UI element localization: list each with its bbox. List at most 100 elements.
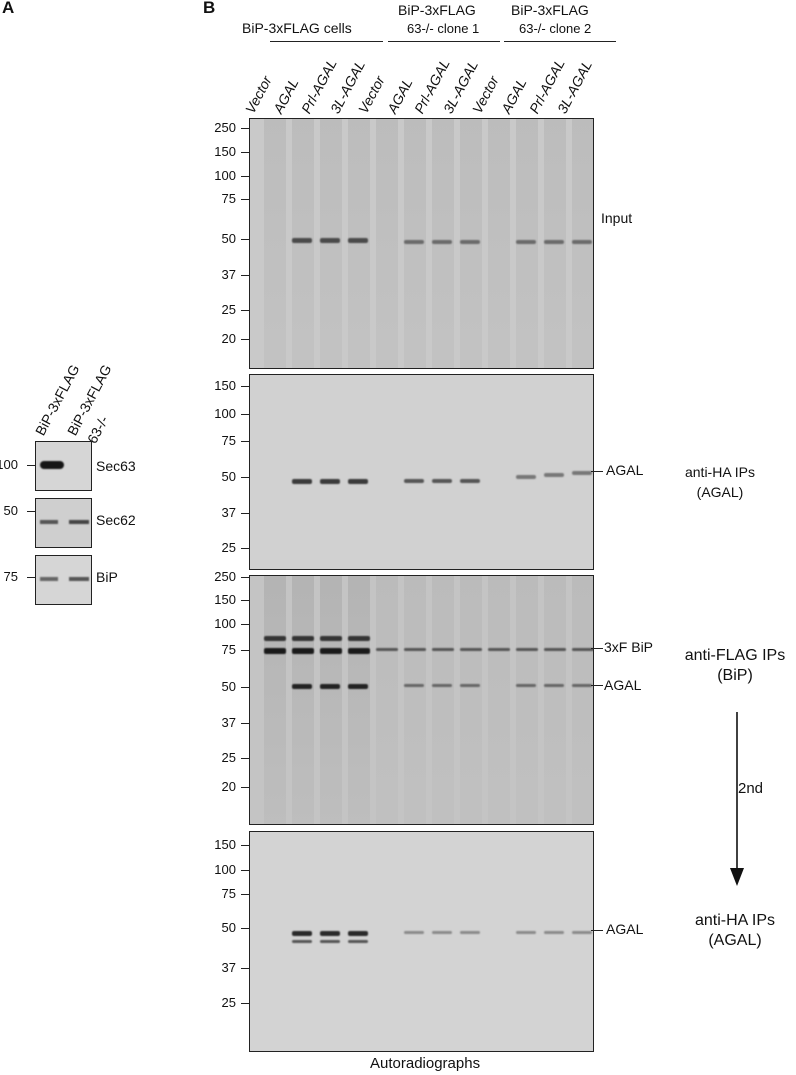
group-2-underline bbox=[388, 41, 500, 42]
gel-2-tick-25 bbox=[241, 548, 250, 549]
gel-4-tick-150 bbox=[241, 845, 250, 846]
gel-band-32 bbox=[320, 636, 342, 641]
blot-sec63-mw: 100 bbox=[0, 457, 18, 472]
gel-flag-side-line1: anti-FLAG IPs bbox=[684, 647, 786, 664]
gel-band-0 bbox=[292, 931, 312, 936]
gel-band-11 bbox=[572, 648, 593, 651]
gel-3-tick-100 bbox=[241, 624, 250, 625]
arrow-label: 2nd bbox=[738, 780, 764, 797]
gel-2-tick-100 bbox=[241, 414, 250, 415]
lane-label-9: Vector bbox=[468, 73, 502, 116]
gel-4-tick-75 bbox=[241, 894, 250, 895]
group-3-label: BiP-3xFLAG bbox=[511, 2, 589, 18]
gel-2-tick-37 bbox=[241, 513, 250, 514]
gel-band-10 bbox=[404, 240, 424, 244]
blot-bip-tick bbox=[27, 577, 36, 578]
gel-input-label: Input bbox=[601, 210, 633, 226]
gel-band-41 bbox=[320, 684, 340, 689]
gel-1-tick-150 bbox=[241, 152, 250, 153]
gel-band-54 bbox=[544, 684, 564, 687]
blot-sec63-tick bbox=[27, 465, 36, 466]
group-2-label: BiP-3xFLAG bbox=[398, 2, 476, 18]
gel-band-42 bbox=[348, 684, 368, 689]
gel-3-mw-50: 50 bbox=[221, 679, 236, 694]
gel-4-tick-100 bbox=[241, 870, 250, 871]
gel-1-tick-75 bbox=[241, 199, 250, 200]
gel-lane-5 bbox=[376, 576, 398, 824]
gel-4-tick-37 bbox=[241, 968, 250, 969]
gel-band-6 bbox=[432, 648, 454, 651]
group-1-underline bbox=[270, 41, 383, 42]
gel-2-tick-50 bbox=[241, 477, 250, 478]
gel-lane-4 bbox=[348, 576, 370, 824]
gel-2-mw-50: 50 bbox=[221, 469, 236, 484]
gel-band-22 bbox=[460, 931, 480, 934]
gel-lane-2 bbox=[292, 119, 314, 368]
panel-a-letter: A bbox=[2, 0, 15, 17]
gel-band-20 bbox=[516, 475, 536, 479]
group-3-underline bbox=[504, 41, 616, 42]
gel-1-mw-100: 100 bbox=[214, 168, 236, 183]
gel-lane-2 bbox=[292, 576, 314, 824]
panel-b-letter: B bbox=[203, 0, 216, 17]
gel-flag-bip-label: 3xF BiP bbox=[604, 639, 654, 655]
gel-band-1 bbox=[292, 648, 314, 654]
gel-lane-10 bbox=[516, 576, 538, 824]
gel-flag-bip-pointer bbox=[591, 648, 603, 649]
gel-band-23 bbox=[516, 931, 536, 934]
gel-3-mw-150: 150 bbox=[214, 592, 236, 607]
gel-2-mw-150: 150 bbox=[214, 378, 236, 393]
gel-lane-6 bbox=[404, 576, 426, 824]
gel-lane-9 bbox=[488, 576, 510, 824]
gel-band-10 bbox=[404, 479, 424, 483]
gel-flag-side-label: anti-FLAG IPs (BiP) bbox=[670, 646, 796, 686]
gel-3-tick-50 bbox=[241, 687, 250, 688]
gel-3-mw-37: 37 bbox=[221, 715, 236, 730]
gel-1-mw-75: 75 bbox=[221, 191, 236, 206]
gel-2-tick-150 bbox=[241, 386, 250, 387]
gel-4-mw-50: 50 bbox=[221, 920, 236, 935]
gel-band-33 bbox=[348, 636, 370, 641]
gel-lane-1 bbox=[264, 119, 286, 368]
gel-1-mw-37: 37 bbox=[221, 267, 236, 282]
gel-3-mw-20: 20 bbox=[221, 779, 236, 794]
gel-band-11 bbox=[432, 240, 452, 244]
gel-band-20 bbox=[404, 931, 424, 934]
gel-band-3 bbox=[348, 648, 370, 654]
gel-3-mw-75: 75 bbox=[221, 642, 236, 657]
gel-lane-11 bbox=[544, 576, 566, 824]
gel-band-55 bbox=[572, 684, 592, 687]
gel-lane-7 bbox=[432, 576, 454, 824]
gel-1-tick-50 bbox=[241, 239, 250, 240]
gel-4-mw-150: 150 bbox=[214, 837, 236, 852]
gel-band-31 bbox=[292, 636, 314, 641]
blot-sec62-mw: 50 bbox=[3, 503, 18, 518]
gel-1-tick-37 bbox=[241, 275, 250, 276]
gel-band-14 bbox=[544, 240, 564, 244]
gel-1-mw-250: 250 bbox=[214, 120, 236, 135]
gel-band-1 bbox=[320, 931, 340, 936]
blot-bip-mw: 75 bbox=[3, 569, 18, 584]
gel-anti-ha-1 bbox=[249, 374, 594, 570]
gel-band-0 bbox=[292, 238, 312, 243]
gel-band-12 bbox=[460, 240, 480, 244]
gel-3-mw-250: 250 bbox=[214, 569, 236, 584]
gel-1-mw-25: 25 bbox=[221, 302, 236, 317]
group-2-sublabel: 63-/- clone 1 bbox=[407, 21, 480, 36]
gel-ha1-agal-label: AGAL bbox=[606, 462, 644, 478]
gel-3-tick-250 bbox=[241, 577, 250, 578]
gel-band-21 bbox=[544, 473, 564, 477]
gel-4-mw-75: 75 bbox=[221, 886, 236, 901]
blot-bip bbox=[35, 555, 92, 605]
gel-lane-5 bbox=[376, 119, 398, 368]
gel-band-2 bbox=[348, 479, 368, 484]
gel-2-mw-75: 75 bbox=[221, 433, 236, 448]
gel-ha2-side-line1: anti-HA IPs bbox=[694, 912, 776, 929]
gel-input bbox=[249, 118, 594, 369]
gel-lane-9 bbox=[488, 119, 510, 368]
gel-band-50 bbox=[404, 684, 424, 687]
blot-bip-label: BiP bbox=[96, 569, 118, 585]
gel-band-12 bbox=[460, 479, 480, 483]
gel-3-mw-100: 100 bbox=[214, 616, 236, 631]
gel-band-52 bbox=[460, 684, 480, 687]
